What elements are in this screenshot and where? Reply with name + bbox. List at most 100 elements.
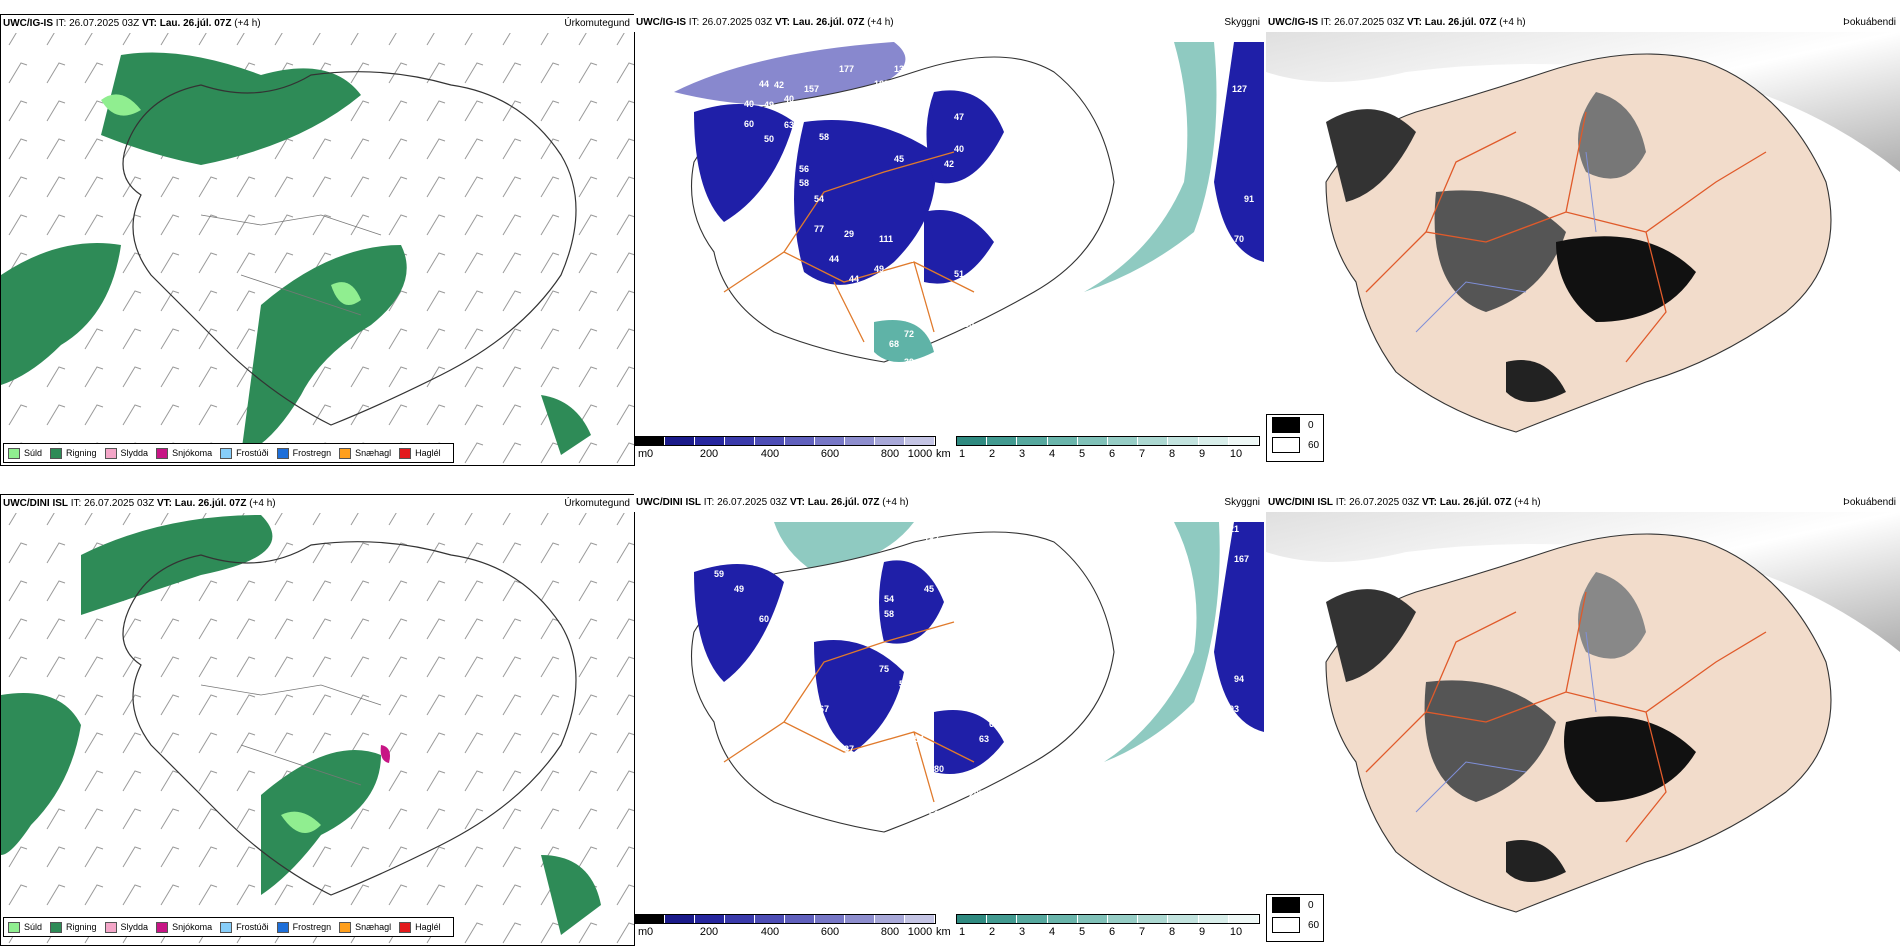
vis-label: 65: [784, 149, 794, 159]
vis-label: 48: [779, 209, 789, 219]
colorbar-tick: 400: [760, 448, 780, 460]
legend-label: Rigning: [66, 448, 97, 458]
visibility-labels: 177 139 157 189 44 42 40 49 40 63 58 60 …: [744, 64, 1254, 414]
colorbar-tick: 4: [1048, 448, 1056, 460]
colorbar-swatch: [725, 437, 755, 445]
run-time: IT: 26.07.2025 03Z: [1320, 17, 1405, 28]
colorbar-tick: 7: [1138, 448, 1146, 460]
colorbar-swatch: [845, 915, 875, 923]
vis-label: 63: [934, 634, 944, 644]
vis-label: 71: [1009, 739, 1019, 749]
colorbar-tick: 7: [1138, 926, 1146, 938]
valid-time: VT: Lau. 26.júl. 07Z: [774, 17, 865, 28]
valid-time: VT: Lau. 26.júl. 07Z: [1421, 497, 1512, 508]
legend-label: Slydda: [120, 448, 149, 458]
colorbar-tick: 6: [1108, 448, 1116, 460]
colorbar-unit: km: [936, 448, 951, 460]
colorbar-swatch: [1138, 915, 1169, 923]
dewpoint-legend: 0 60: [1266, 894, 1324, 942]
visibility-map[interactable]: 177 139 157 189 44 42 40 49 40 63 58 60 …: [634, 32, 1264, 432]
vis-label: 69: [784, 584, 794, 594]
colorbar-swatch: [987, 915, 1018, 923]
panel-header: UWC/DINI ISL IT: 26.07.2025 03Z VT: Lau.…: [1266, 494, 1900, 512]
colorbar-tick: 800: [880, 448, 900, 460]
vis-label: 40: [954, 144, 964, 154]
vis-label: 60: [964, 319, 974, 329]
vis-label: 80: [934, 764, 944, 774]
vis-label: 127: [1232, 84, 1247, 94]
vis-label: 51: [954, 269, 964, 279]
precip-legend: Súld Rigning Slydda Snjókoma Frostúði Fr…: [3, 443, 454, 463]
legend-swatch: [1272, 417, 1300, 433]
panel-title: Þokuábendi: [1843, 497, 1896, 508]
colorbar-tick: 1000: [907, 448, 933, 460]
precip-map[interactable]: [1, 15, 634, 465]
colorbar-swatch: [957, 915, 988, 923]
legend-item: Rigning: [50, 921, 97, 933]
iceland-coastline: [122, 71, 577, 426]
vis-label: 88: [909, 839, 919, 849]
colorbar-swatch: [755, 437, 785, 445]
colorbar-swatch: [1228, 437, 1260, 445]
run-time: IT: 26.07.2025 03Z: [70, 498, 155, 509]
colorbar-tick: 5: [1078, 926, 1086, 938]
legend-swatch: [104, 921, 117, 933]
vis-label: 77: [814, 224, 824, 234]
precip-map[interactable]: [1, 495, 634, 945]
vis-label: 154: [964, 774, 979, 784]
vis-label: 63: [784, 120, 794, 130]
colorbar-swatch: [815, 915, 845, 923]
vis-label: 42: [944, 159, 954, 169]
colorbar-swatch: [665, 915, 695, 923]
legend-swatch: [399, 447, 412, 459]
vis-label: 86: [889, 779, 899, 789]
colorbar-swatch: [1047, 915, 1078, 923]
colorbar-tick: 1: [958, 448, 966, 460]
panel-header: UWC/IG-IS IT: 26.07.2025 03Z VT: Lau. 26…: [1266, 14, 1900, 32]
vis-label: 53: [899, 394, 909, 404]
vis-label: 58: [819, 132, 829, 142]
colorbar-swatch: [1198, 915, 1229, 923]
lead-time: (+4 h): [234, 18, 261, 29]
vis-label: 91: [1244, 194, 1254, 204]
vis-label: 111: [879, 234, 893, 244]
visibility-panel-bottom: UWC/DINI ISL IT: 26.07.2025 03Z VT: Lau.…: [634, 494, 1264, 944]
colorbar-tick: 9: [1198, 926, 1206, 938]
colorbar-swatch: [905, 437, 935, 445]
model-label: UWC/DINI ISL: [3, 498, 68, 509]
vis-label: 113: [904, 759, 919, 769]
visibility-colorbar-km: km 1 2 3 4 5 6 7 8 9 10: [936, 436, 1260, 464]
colorbar-swatch: [665, 437, 695, 445]
colorbar-tick: 2: [988, 926, 996, 938]
dewpoint-map[interactable]: [1266, 32, 1900, 464]
legend-swatch: [276, 921, 289, 933]
legend-item: Súld: [8, 447, 42, 459]
legend-swatch: [50, 921, 63, 933]
vis-label: 59: [899, 679, 909, 689]
legend-label: Snjókoma: [172, 448, 213, 458]
vis-label: 40: [784, 94, 794, 104]
colorbar-tick: 200: [699, 926, 719, 938]
legend-item: Rigning: [50, 447, 97, 459]
vis-label: 43: [744, 554, 754, 564]
visibility-map[interactable]: 187 221 167 48 43 32 59 49 69 67 60 54 5…: [634, 512, 1264, 902]
colorbar-unit: m: [638, 448, 648, 460]
legend-swatch: [339, 447, 352, 459]
model-label: UWC/IG-IS: [636, 17, 686, 28]
colorbar-tick: 400: [760, 926, 780, 938]
vis-label: 53: [904, 854, 914, 864]
panel-header: UWC/DINI ISL IT: 26.07.2025 03Z VT: Lau.…: [634, 494, 1264, 512]
panel-header: UWC/IG-IS IT: 26.07.2025 03Z VT: Lau. 26…: [634, 14, 1264, 32]
legend-swatch: [1272, 917, 1300, 933]
colorbar-swatch: [1168, 915, 1199, 923]
colorbar-swatch: [875, 915, 905, 923]
colorbar-swatch: [957, 437, 988, 445]
dewpoint-map[interactable]: [1266, 512, 1900, 944]
vis-label: 189: [874, 79, 889, 89]
legend-label: 0: [1308, 899, 1314, 911]
legend-row: 0: [1272, 895, 1323, 915]
legend-label: Snæhagl: [355, 448, 392, 458]
colorbar-boxes: [956, 914, 1260, 924]
legend-item: Snjókoma: [156, 921, 212, 933]
colorbar-swatch: [987, 437, 1018, 445]
